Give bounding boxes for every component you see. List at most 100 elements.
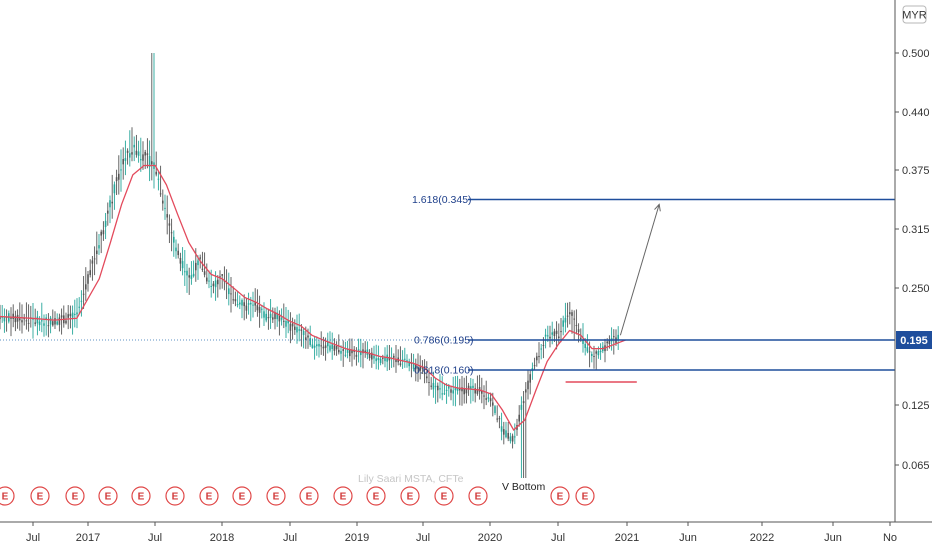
candle-body [333, 345, 336, 351]
candle-body [599, 350, 602, 353]
currency-badge[interactable] [902, 5, 927, 24]
candle-body [140, 159, 142, 161]
candle-body [518, 414, 520, 422]
candle-body [243, 302, 245, 307]
candle-body [230, 293, 232, 295]
time-axis[interactable]: Jul 2017 Jul 2018 Jul 2019 Jul 2020 Jul 2021 Jun 20… [26, 522, 897, 544]
earnings-marker[interactable] [468, 486, 488, 506]
candle-body [78, 306, 80, 308]
candle-body [146, 153, 149, 156]
earnings-marker[interactable] [434, 486, 454, 506]
last-price-label: 0.195 [900, 335, 928, 347]
earnings-marker[interactable] [165, 486, 185, 506]
candle-body [533, 365, 536, 367]
candle-body [151, 161, 153, 165]
candle-body [36, 316, 39, 324]
candle-body [503, 429, 505, 435]
candle-body [408, 361, 410, 367]
candle-body [124, 158, 127, 161]
earnings-marker[interactable] [131, 486, 151, 506]
y-tick-label: 0.500 [902, 48, 930, 60]
candle-body [580, 337, 582, 339]
earnings-marker[interactable] [299, 486, 319, 506]
candle-body [162, 200, 164, 204]
candle-body [434, 385, 437, 388]
candle-body [593, 356, 595, 358]
candle-body [320, 345, 322, 347]
candle-body [316, 344, 318, 347]
earnings-marker[interactable] [0, 486, 15, 506]
candle-body [69, 313, 72, 317]
candle-body [514, 436, 516, 438]
candle-body [307, 335, 309, 338]
candle-body [309, 338, 311, 345]
x-tick-label: Jul [283, 532, 297, 544]
x-tick-label: 2021 [615, 532, 639, 544]
candle-body [76, 312, 78, 315]
candle-body [208, 280, 210, 282]
earnings-marker[interactable] [575, 486, 595, 506]
candle-body [82, 293, 85, 295]
candle-body [349, 349, 351, 357]
candle-body [60, 315, 63, 318]
candle-body [177, 250, 179, 256]
candle-body [582, 339, 584, 344]
y-tick-label: 0.375 [902, 165, 930, 177]
candle-body [247, 303, 250, 305]
candle-body [399, 363, 402, 365]
earnings-marker[interactable] [30, 486, 50, 506]
candle-body [415, 363, 417, 370]
candle-body [274, 311, 276, 320]
projection-arrow[interactable] [619, 204, 660, 336]
candle-body [287, 320, 289, 324]
candle-body [483, 395, 485, 397]
candle-body [276, 312, 278, 320]
price-axis[interactable]: 0.500 0.440 0.375 0.315 0.250 0.125 0.065 [895, 48, 930, 472]
candle-body [258, 306, 261, 313]
candle-body [536, 356, 538, 361]
candle-body [19, 318, 21, 321]
earnings-marker-label: E [138, 492, 145, 503]
candle-body [313, 345, 316, 348]
earnings-marker[interactable] [98, 486, 118, 506]
candle-body [65, 320, 67, 324]
earnings-marker[interactable] [65, 486, 85, 506]
candle-body [404, 358, 406, 360]
earnings-marker[interactable] [366, 486, 386, 506]
candle-body [25, 320, 28, 322]
candle-body [472, 385, 474, 388]
earnings-marker[interactable] [266, 486, 286, 506]
candle-body [452, 390, 454, 394]
candle-body [305, 337, 307, 340]
candle-body [250, 302, 252, 305]
candle-body [43, 323, 45, 326]
candle-body [85, 284, 87, 290]
candle-body [144, 151, 146, 156]
candle-body [492, 402, 494, 406]
candle-body [318, 343, 320, 347]
candle-body [104, 220, 107, 228]
candle-body [21, 320, 23, 323]
candle-body [164, 207, 166, 209]
earnings-marker[interactable] [400, 486, 420, 506]
candle-body [98, 245, 100, 249]
candle-body [577, 329, 580, 333]
candle-body [210, 285, 212, 287]
earnings-marker[interactable] [333, 486, 353, 506]
candle-body [113, 184, 116, 194]
earnings-marker[interactable] [550, 486, 570, 506]
candle-body [368, 354, 371, 359]
candle-body [439, 388, 441, 390]
candle-body [547, 335, 549, 337]
candle-body [406, 360, 408, 362]
earnings-marker[interactable] [232, 486, 252, 506]
candle-body [10, 317, 12, 319]
fibonacci-levels[interactable]: 1.618(0.345) 0.786(0.195) 0.618(0.160) [0, 194, 895, 377]
earnings-marker-label: E [373, 492, 380, 503]
earnings-marker[interactable] [199, 486, 219, 506]
candle-body [201, 268, 204, 270]
candle-body [16, 314, 19, 322]
x-tick-label: 2020 [478, 532, 502, 544]
